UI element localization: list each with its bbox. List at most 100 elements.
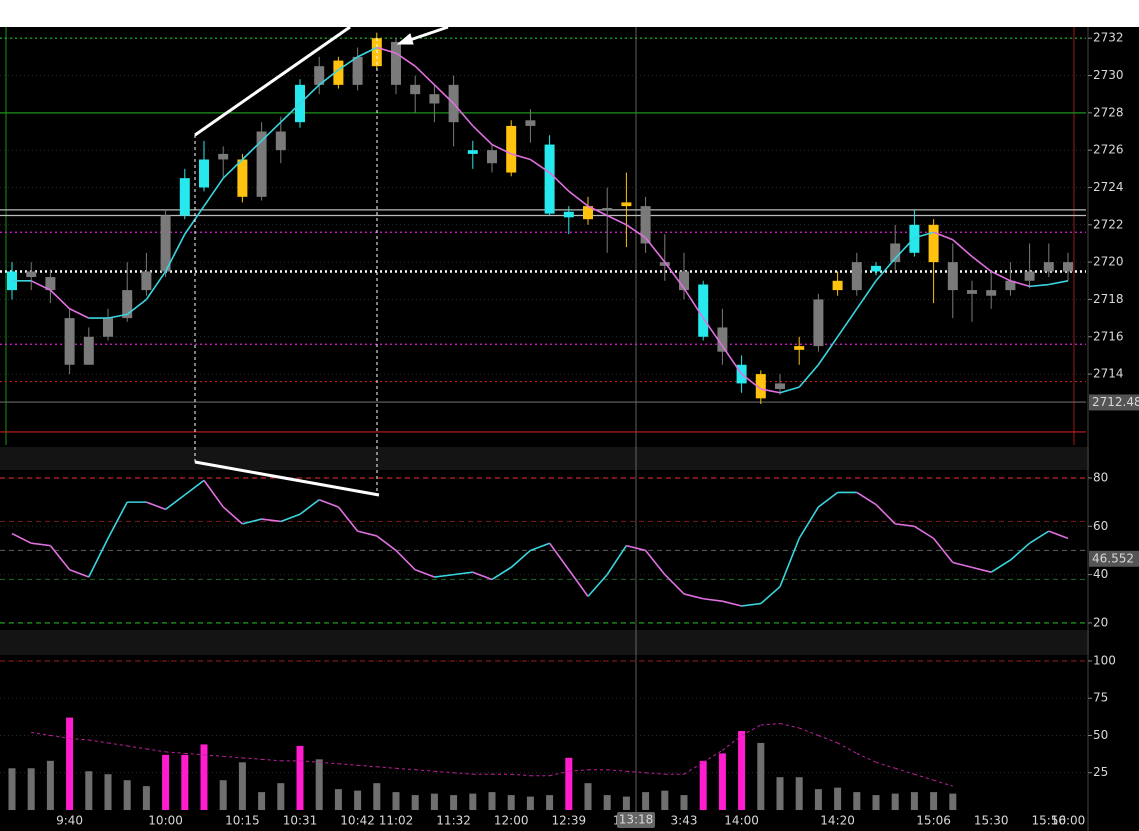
indicator-segment bbox=[741, 602, 761, 607]
indicator-segment bbox=[184, 479, 205, 496]
indicator-segment bbox=[31, 542, 51, 547]
candle-body bbox=[928, 224, 939, 263]
candle-body bbox=[679, 271, 689, 291]
candle-body bbox=[602, 208, 613, 210]
indicator-segment bbox=[107, 313, 128, 319]
x-tick-label: 3:43 bbox=[671, 814, 698, 828]
indicator-segment bbox=[913, 525, 935, 540]
volume-bar bbox=[776, 777, 784, 810]
indicator-segment bbox=[702, 317, 724, 347]
indicator-segment bbox=[203, 177, 224, 207]
volume-bar bbox=[622, 796, 630, 810]
volume-bar bbox=[642, 792, 650, 810]
indicator-segment bbox=[741, 724, 762, 736]
volume-bar bbox=[546, 795, 554, 810]
indicator-segment bbox=[222, 506, 243, 525]
indicator-segment bbox=[990, 270, 1011, 282]
volume-bar bbox=[584, 783, 592, 810]
indicator-segment bbox=[644, 237, 666, 263]
candle-body bbox=[967, 290, 977, 294]
volume-bar bbox=[66, 717, 74, 810]
indicator-segment bbox=[69, 569, 90, 578]
candle-body bbox=[467, 150, 478, 154]
y-tick-label: 2732 bbox=[1093, 31, 1124, 45]
indicator-segment bbox=[453, 571, 473, 576]
candle-body bbox=[544, 144, 555, 214]
indicator-segment bbox=[376, 46, 397, 54]
indicator-segment bbox=[145, 271, 167, 300]
indicator-segment bbox=[702, 749, 723, 763]
indicator-segment bbox=[587, 574, 608, 597]
volume-bar bbox=[853, 792, 861, 810]
volume-bar bbox=[200, 744, 208, 810]
x-tick-label: 14:00 bbox=[724, 814, 759, 828]
indicator-segment bbox=[126, 298, 147, 316]
indicator-segment bbox=[299, 84, 320, 105]
indicator-segment bbox=[836, 308, 858, 338]
volume-bar bbox=[488, 792, 496, 810]
x-tick-label: 15:50 bbox=[1032, 814, 1067, 828]
candle-body bbox=[717, 327, 728, 352]
indicator-segment bbox=[722, 600, 742, 607]
candle-body bbox=[314, 66, 325, 85]
x-tick-label: 16:00 bbox=[1051, 814, 1086, 828]
x-tick-label: 10:42 bbox=[340, 814, 375, 828]
indicator-segment bbox=[164, 233, 186, 272]
panel-separator bbox=[0, 630, 1089, 655]
volume-bar bbox=[834, 787, 842, 810]
crosshair-box bbox=[617, 812, 655, 828]
crosshair-label: 13:18 bbox=[619, 813, 654, 827]
arrow-head bbox=[396, 33, 414, 45]
x-tick-label: 12:00 bbox=[494, 814, 529, 828]
candle-body bbox=[1024, 271, 1035, 281]
indicator-segment bbox=[933, 231, 954, 241]
volume-bar bbox=[872, 795, 880, 810]
volume-bar bbox=[450, 795, 458, 810]
indicator-segment bbox=[11, 532, 32, 544]
indicator-segment bbox=[1029, 530, 1050, 544]
volume-bar bbox=[910, 792, 918, 810]
candle-body bbox=[256, 131, 267, 197]
candle-body bbox=[1005, 280, 1016, 291]
indicator-segment bbox=[414, 65, 435, 86]
candle-body bbox=[640, 206, 651, 244]
last-value-box bbox=[1089, 550, 1139, 567]
indicator-segment bbox=[491, 143, 512, 155]
indicator-segment bbox=[146, 501, 166, 511]
y-tick-label: 2726 bbox=[1093, 143, 1124, 157]
indicator-segment bbox=[817, 491, 839, 508]
indicator-segment bbox=[337, 56, 359, 71]
candle-body bbox=[141, 271, 152, 291]
y-tick-label: 2728 bbox=[1093, 105, 1124, 119]
indicator-segment bbox=[203, 479, 224, 508]
candle-body bbox=[199, 159, 209, 188]
indicator-segment bbox=[510, 153, 531, 161]
indicator-segment bbox=[452, 102, 474, 127]
indicator-segment bbox=[433, 84, 455, 105]
candle-body bbox=[1063, 262, 1073, 272]
y-tick-label: 25 bbox=[1093, 765, 1108, 779]
volume-bar bbox=[334, 789, 342, 810]
indicator-segment bbox=[722, 735, 742, 751]
indicator-segment bbox=[434, 573, 454, 578]
candle-body bbox=[103, 318, 113, 337]
volume-bar bbox=[661, 790, 669, 810]
y-tick-label: 2724 bbox=[1093, 180, 1124, 194]
indicator-segment bbox=[30, 280, 51, 291]
indicator-segment bbox=[242, 518, 262, 525]
indicator-segment bbox=[241, 140, 263, 161]
indicator-segment bbox=[587, 205, 608, 217]
volume-bar bbox=[930, 792, 938, 810]
y-tick-label: 100 bbox=[1093, 653, 1116, 667]
y-tick-label: 20 bbox=[1093, 615, 1108, 629]
volume-bar bbox=[162, 754, 170, 810]
top-strip bbox=[0, 0, 1139, 27]
last-value-label: 2712.48 bbox=[1092, 395, 1139, 409]
trend-line bbox=[194, 460, 380, 497]
indicator-segment bbox=[798, 506, 820, 539]
candle-body bbox=[391, 41, 401, 85]
volume-bar bbox=[123, 780, 131, 810]
candle-body bbox=[947, 262, 958, 291]
volume-bar bbox=[814, 789, 822, 810]
indicator-segment bbox=[222, 158, 243, 179]
